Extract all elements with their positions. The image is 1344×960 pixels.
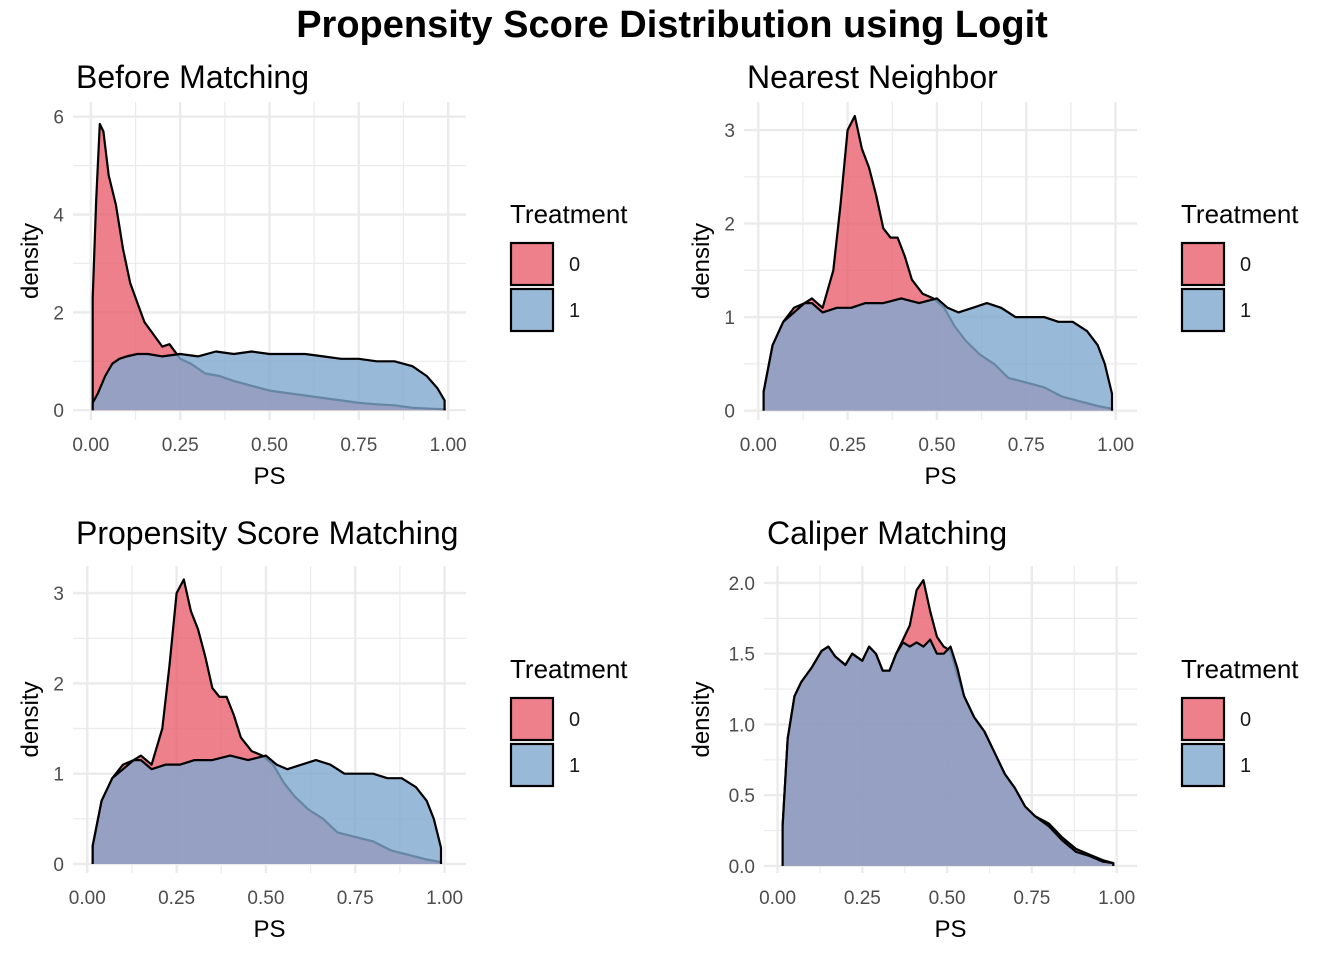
density-outline-treatment-1 xyxy=(762,297,1114,411)
y-tick-label: 0 xyxy=(53,855,64,876)
x-tick-label: 0.75 xyxy=(337,888,374,909)
legend-label: 1 xyxy=(569,300,580,322)
density-area-treatment-1 xyxy=(92,351,445,411)
legend-key-treatment-0 xyxy=(1180,241,1226,287)
density-area-treatment-1 xyxy=(782,639,1114,866)
x-axis-label: PS xyxy=(924,463,956,490)
y-tick-label: 6 xyxy=(53,108,64,129)
y-axis-label: density xyxy=(688,681,715,757)
legend-label: 0 xyxy=(569,254,580,276)
legend-key-treatment-0 xyxy=(509,696,555,742)
x-tick-label: 1.00 xyxy=(1098,888,1135,909)
y-tick-label: 1.0 xyxy=(729,715,755,736)
x-tick-label: 0.75 xyxy=(1008,435,1045,456)
x-tick-label: 0.00 xyxy=(759,888,796,909)
x-tick-label: 0.25 xyxy=(844,888,881,909)
legend-label: 0 xyxy=(569,709,580,731)
x-tick-label: 0.50 xyxy=(918,435,955,456)
x-axis-label: PS xyxy=(253,916,285,943)
y-tick-label: 1.5 xyxy=(729,645,755,666)
x-tick-label: 1.00 xyxy=(1097,435,1134,456)
y-tick-label: 0 xyxy=(724,402,735,423)
x-tick-label: 0.25 xyxy=(158,888,195,909)
legend-label: 0 xyxy=(1240,254,1251,276)
x-tick-label: 0.75 xyxy=(340,435,377,456)
legend-label: 1 xyxy=(1240,755,1251,777)
y-axis-label: density xyxy=(688,223,715,299)
legend-key-treatment-0 xyxy=(509,241,555,287)
panel-title: Caliper Matching xyxy=(767,515,1007,551)
y-axis-label: density xyxy=(17,223,44,299)
chart-panel-2: 0.00 0.25 0.50 0.75 1.00 0 1 2 3 Nearest Neighbor… xyxy=(688,59,1299,490)
legend-title: Treatment xyxy=(1181,199,1299,229)
y-tick-label: 3 xyxy=(53,584,64,605)
legend-key-treatment-1 xyxy=(1180,742,1226,788)
legend-title: Treatment xyxy=(1181,654,1299,684)
panel-title: Propensity Score Matching xyxy=(76,515,458,551)
y-tick-label: 0 xyxy=(53,401,64,422)
x-tick-label: 0.25 xyxy=(162,435,199,456)
legend-key-treatment-1 xyxy=(509,742,555,788)
legend-label: 0 xyxy=(1240,709,1251,731)
legend-label: 1 xyxy=(1240,300,1251,322)
x-tick-label: 1.00 xyxy=(426,888,463,909)
x-axis-label: PS xyxy=(253,463,285,490)
x-tick-label: 0.00 xyxy=(740,435,777,456)
y-axis-label: density xyxy=(17,681,44,757)
legend-title: Treatment xyxy=(510,654,628,684)
legend-title: Treatment xyxy=(510,199,628,229)
y-tick-label: 2 xyxy=(53,674,64,695)
legend-label: 1 xyxy=(569,755,580,777)
y-tick-label: 4 xyxy=(53,206,64,227)
density-area-treatment-1 xyxy=(763,298,1112,411)
panel-title: Nearest Neighbor xyxy=(747,59,998,95)
y-tick-label: 2 xyxy=(53,303,64,324)
x-tick-label: 0.50 xyxy=(929,888,966,909)
x-tick-label: 0.50 xyxy=(251,435,288,456)
density-outline-treatment-1 xyxy=(91,754,443,864)
density-outline-treatment-1 xyxy=(91,350,446,411)
x-tick-label: 0.00 xyxy=(69,888,106,909)
x-tick-label: 0.25 xyxy=(829,435,866,456)
y-tick-label: 2.0 xyxy=(729,574,755,595)
y-tick-label: 0.0 xyxy=(729,857,755,878)
legend-key-treatment-1 xyxy=(1180,287,1226,333)
x-tick-label: 0.00 xyxy=(72,435,109,456)
x-tick-label: 0.50 xyxy=(247,888,284,909)
chart-panel-1: 0.00 0.25 0.50 0.75 1.00 0 2 4 6 Before Matching P… xyxy=(17,59,628,490)
chart-panel-3: 0.00 0.25 0.50 0.75 1.00 0 1 2 3 Propensity Score… xyxy=(17,515,628,943)
figure-title: Propensity Score Distribution using Logi… xyxy=(296,4,1048,46)
y-tick-label: 1 xyxy=(53,765,64,786)
x-axis-label: PS xyxy=(934,916,966,943)
density-area-treatment-1 xyxy=(92,755,441,864)
chart-panel-4: 0.00 0.25 0.50 0.75 1.00 0.0 0.5 1.0 1.5 2.0 Calip… xyxy=(688,515,1299,943)
legend-key-treatment-0 xyxy=(1180,696,1226,742)
y-tick-label: 3 xyxy=(724,121,735,142)
y-tick-label: 0.5 xyxy=(729,786,755,807)
y-tick-label: 1 xyxy=(724,308,735,329)
y-tick-label: 2 xyxy=(724,215,735,236)
legend-key-treatment-1 xyxy=(509,287,555,333)
x-tick-label: 1.00 xyxy=(430,435,467,456)
x-tick-label: 0.75 xyxy=(1013,888,1050,909)
panel-title: Before Matching xyxy=(76,59,309,95)
density-outline-treatment-1 xyxy=(781,638,1115,866)
